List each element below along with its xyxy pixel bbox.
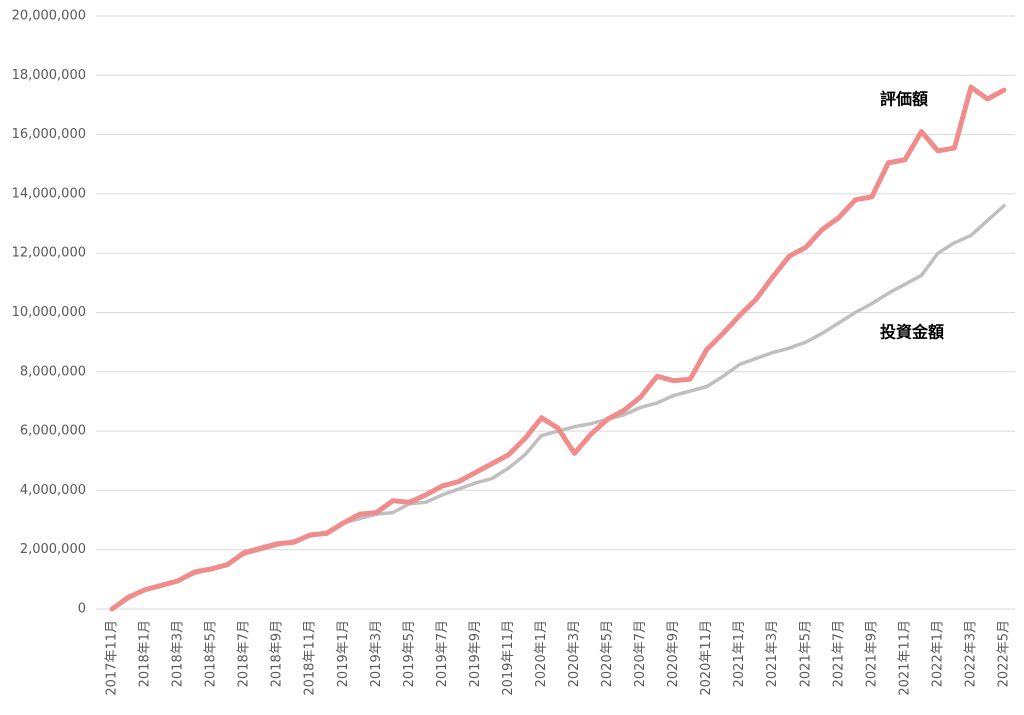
- series-label: 評価額: [880, 90, 928, 109]
- x-tick-label: 2018年7月: [237, 620, 252, 687]
- x-tick-label: 2020年5月: [600, 620, 615, 687]
- y-tick-label: 6,000,000: [20, 424, 86, 439]
- x-tick-label: 2020年3月: [567, 620, 582, 687]
- x-tick-label: 2021年5月: [798, 620, 813, 687]
- x-tick-label: 2022年3月: [963, 620, 978, 687]
- x-tick-label: 2017年11月: [105, 620, 120, 696]
- x-tick-label: 2019年5月: [402, 620, 417, 687]
- x-tick-label: 2018年5月: [204, 620, 219, 687]
- x-tick-label: 2021年9月: [864, 620, 879, 687]
- x-tick-label: 2022年1月: [930, 620, 945, 687]
- y-tick-label: 14,000,000: [12, 186, 86, 201]
- y-tick-label: 16,000,000: [12, 127, 86, 142]
- series-line: [109, 84, 1007, 612]
- y-tick-label: 10,000,000: [12, 305, 86, 320]
- y-tick-label: 18,000,000: [12, 68, 86, 83]
- x-tick-label: 2021年3月: [765, 620, 780, 687]
- y-tick-label: 4,000,000: [20, 483, 86, 498]
- x-tick-label: 2019年1月: [336, 620, 351, 687]
- y-tick-label: 20,000,000: [12, 9, 86, 24]
- series-label: 投資金額: [880, 323, 944, 342]
- x-tick-label: 2018年1月: [138, 620, 153, 687]
- x-tick-label: 2018年3月: [171, 620, 186, 687]
- x-tick-label: 2018年11月: [303, 620, 318, 696]
- x-tick-label: 2022年5月: [997, 620, 1012, 687]
- x-tick-label: 2018年9月: [270, 620, 285, 687]
- y-tick-label: 12,000,000: [12, 246, 86, 261]
- x-tick-label: 2019年7月: [435, 620, 450, 687]
- x-tick-label: 2019年3月: [369, 620, 384, 687]
- x-tick-label: 2019年9月: [468, 620, 483, 687]
- x-tick-label: 2020年1月: [534, 620, 549, 687]
- y-tick-label: 8,000,000: [20, 364, 86, 379]
- series-line: [110, 204, 1006, 611]
- x-tick-label: 2020年11月: [699, 620, 714, 696]
- x-tick-label: 2020年9月: [666, 620, 681, 687]
- x-tick-label: 2019年11月: [501, 620, 516, 696]
- x-tick-label: 2020年7月: [633, 620, 648, 687]
- y-tick-label: 0: [78, 602, 86, 617]
- x-tick-label: 2021年1月: [732, 620, 747, 687]
- x-tick-label: 2021年7月: [831, 620, 846, 687]
- x-tick-label: 2021年11月: [897, 620, 912, 696]
- y-tick-label: 2,000,000: [20, 542, 86, 557]
